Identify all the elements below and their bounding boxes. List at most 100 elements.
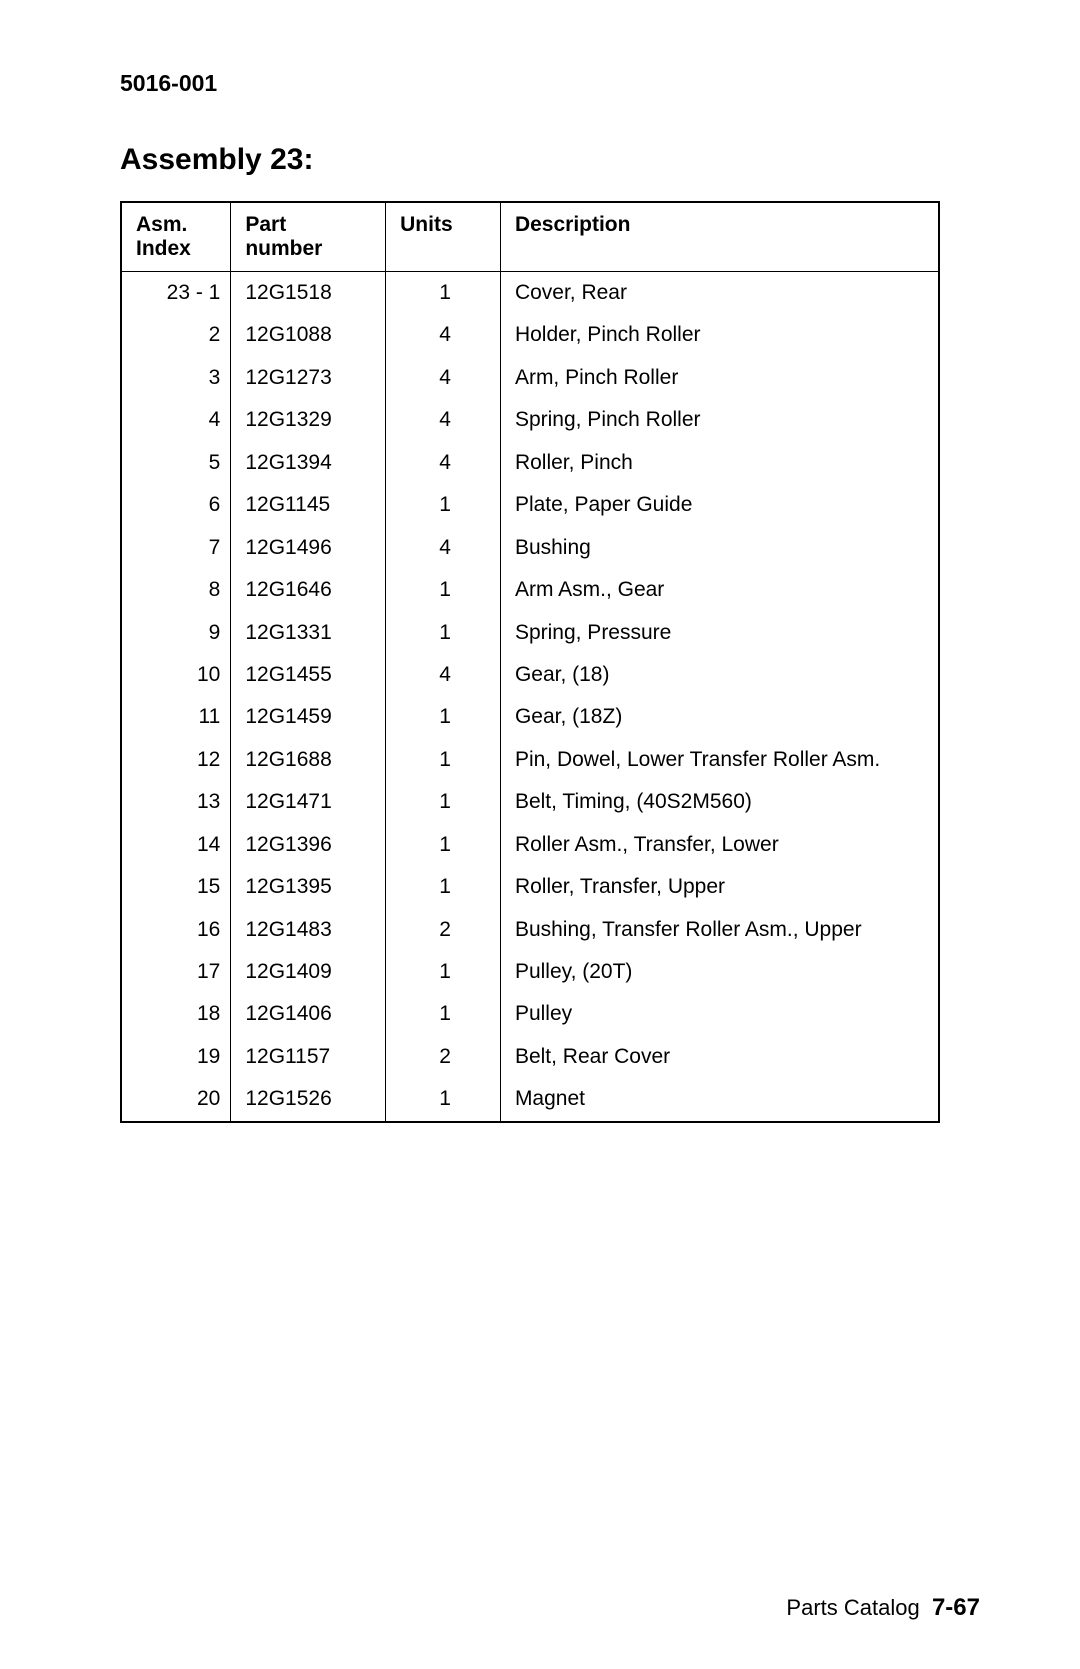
table-row: 612G11451Plate, Paper Guide bbox=[121, 484, 939, 526]
cell-part-number: 12G1273 bbox=[231, 357, 386, 399]
cell-units: 4 bbox=[386, 527, 501, 569]
assembly-title: Assembly 23: bbox=[120, 143, 980, 177]
cell-units: 4 bbox=[386, 654, 501, 696]
footer-page-number: 7-67 bbox=[932, 1594, 980, 1621]
parts-table: Asm. Index Part number Units Description… bbox=[120, 201, 940, 1123]
page-footer: Parts Catalog 7-67 bbox=[786, 1594, 980, 1622]
cell-units: 1 bbox=[386, 866, 501, 908]
table-row: 1112G14591Gear, (18Z) bbox=[121, 696, 939, 738]
cell-description: Bushing, Transfer Roller Asm., Upper bbox=[500, 909, 939, 951]
cell-asm-index: 5 bbox=[121, 442, 231, 484]
cell-asm-index: 11 bbox=[121, 696, 231, 738]
cell-part-number: 12G1455 bbox=[231, 654, 386, 696]
cell-asm-index: 9 bbox=[121, 612, 231, 654]
col-units: Units bbox=[386, 202, 501, 272]
col-part-number: Part number bbox=[231, 202, 386, 272]
cell-part-number: 12G1459 bbox=[231, 696, 386, 738]
cell-part-number: 12G1157 bbox=[231, 1036, 386, 1078]
cell-description: Roller, Pinch bbox=[500, 442, 939, 484]
cell-units: 4 bbox=[386, 314, 501, 356]
table-row: 2012G15261Magnet bbox=[121, 1078, 939, 1121]
table-row: 812G16461Arm Asm., Gear bbox=[121, 569, 939, 611]
table-row: 312G12734Arm, Pinch Roller bbox=[121, 357, 939, 399]
cell-part-number: 12G1395 bbox=[231, 866, 386, 908]
cell-asm-index: 3 bbox=[121, 357, 231, 399]
cell-asm-index: 10 bbox=[121, 654, 231, 696]
cell-part-number: 12G1331 bbox=[231, 612, 386, 654]
cell-asm-index: 13 bbox=[121, 781, 231, 823]
cell-part-number: 12G1396 bbox=[231, 824, 386, 866]
cell-part-number: 12G1088 bbox=[231, 314, 386, 356]
table-row: 1512G13951Roller, Transfer, Upper bbox=[121, 866, 939, 908]
table-row: 412G13294Spring, Pinch Roller bbox=[121, 399, 939, 441]
table-row: 23 - 112G15181Cover, Rear bbox=[121, 272, 939, 315]
cell-description: Spring, Pinch Roller bbox=[500, 399, 939, 441]
table-row: 1312G14711Belt, Timing, (40S2M560) bbox=[121, 781, 939, 823]
cell-description: Arm Asm., Gear bbox=[500, 569, 939, 611]
cell-description: Gear, (18) bbox=[500, 654, 939, 696]
cell-units: 1 bbox=[386, 696, 501, 738]
cell-part-number: 12G1496 bbox=[231, 527, 386, 569]
table-row: 912G13311Spring, Pressure bbox=[121, 612, 939, 654]
cell-units: 1 bbox=[386, 993, 501, 1035]
table-row: 1812G14061Pulley bbox=[121, 993, 939, 1035]
cell-description: Holder, Pinch Roller bbox=[500, 314, 939, 356]
page-container: 5016-001 Assembly 23: Asm. Index Part nu… bbox=[0, 0, 1080, 1669]
table-row: 1212G16881Pin, Dowel, Lower Transfer Rol… bbox=[121, 739, 939, 781]
cell-part-number: 12G1526 bbox=[231, 1078, 386, 1121]
cell-asm-index: 16 bbox=[121, 909, 231, 951]
cell-units: 1 bbox=[386, 569, 501, 611]
cell-part-number: 12G1688 bbox=[231, 739, 386, 781]
table-row: 712G14964Bushing bbox=[121, 527, 939, 569]
cell-asm-index: 15 bbox=[121, 866, 231, 908]
footer-label: Parts Catalog bbox=[786, 1595, 919, 1620]
cell-part-number: 12G1145 bbox=[231, 484, 386, 526]
cell-asm-index: 4 bbox=[121, 399, 231, 441]
cell-asm-index: 18 bbox=[121, 993, 231, 1035]
cell-units: 1 bbox=[386, 824, 501, 866]
cell-units: 1 bbox=[386, 781, 501, 823]
col-description: Description bbox=[500, 202, 939, 272]
cell-part-number: 12G1409 bbox=[231, 951, 386, 993]
table-row: 1412G13961Roller Asm., Transfer, Lower bbox=[121, 824, 939, 866]
cell-units: 4 bbox=[386, 357, 501, 399]
cell-description: Pulley bbox=[500, 993, 939, 1035]
cell-part-number: 12G1329 bbox=[231, 399, 386, 441]
cell-description: Gear, (18Z) bbox=[500, 696, 939, 738]
cell-part-number: 12G1483 bbox=[231, 909, 386, 951]
table-row: 212G10884Holder, Pinch Roller bbox=[121, 314, 939, 356]
cell-units: 1 bbox=[386, 272, 501, 315]
table-row: 1912G11572Belt, Rear Cover bbox=[121, 1036, 939, 1078]
cell-asm-index: 6 bbox=[121, 484, 231, 526]
cell-asm-index: 17 bbox=[121, 951, 231, 993]
cell-description: Pulley, (20T) bbox=[500, 951, 939, 993]
cell-units: 1 bbox=[386, 612, 501, 654]
table-row: 1712G14091Pulley, (20T) bbox=[121, 951, 939, 993]
cell-units: 4 bbox=[386, 399, 501, 441]
cell-description: Plate, Paper Guide bbox=[500, 484, 939, 526]
cell-description: Belt, Rear Cover bbox=[500, 1036, 939, 1078]
cell-units: 2 bbox=[386, 909, 501, 951]
cell-part-number: 12G1646 bbox=[231, 569, 386, 611]
cell-asm-index: 7 bbox=[121, 527, 231, 569]
table-row: 1612G14832Bushing, Transfer Roller Asm.,… bbox=[121, 909, 939, 951]
cell-description: Cover, Rear bbox=[500, 272, 939, 315]
cell-units: 1 bbox=[386, 951, 501, 993]
parts-table-body: 23 - 112G15181Cover, Rear212G10884Holder… bbox=[121, 272, 939, 1122]
table-row: 512G13944Roller, Pinch bbox=[121, 442, 939, 484]
cell-asm-index: 23 - 1 bbox=[121, 272, 231, 315]
cell-description: Belt, Timing, (40S2M560) bbox=[500, 781, 939, 823]
cell-asm-index: 19 bbox=[121, 1036, 231, 1078]
cell-asm-index: 20 bbox=[121, 1078, 231, 1121]
cell-description: Roller, Transfer, Upper bbox=[500, 866, 939, 908]
cell-asm-index: 14 bbox=[121, 824, 231, 866]
table-row: 1012G14554Gear, (18) bbox=[121, 654, 939, 696]
cell-part-number: 12G1406 bbox=[231, 993, 386, 1035]
cell-units: 4 bbox=[386, 442, 501, 484]
cell-asm-index: 8 bbox=[121, 569, 231, 611]
cell-units: 2 bbox=[386, 1036, 501, 1078]
cell-units: 1 bbox=[386, 739, 501, 781]
cell-part-number: 12G1471 bbox=[231, 781, 386, 823]
cell-part-number: 12G1518 bbox=[231, 272, 386, 315]
cell-description: Magnet bbox=[500, 1078, 939, 1121]
